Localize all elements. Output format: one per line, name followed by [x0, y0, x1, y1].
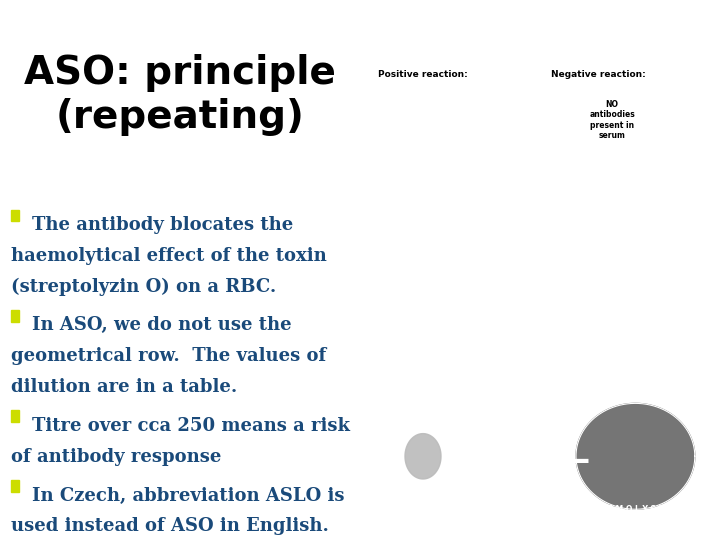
Text: −: − [561, 445, 591, 478]
Text: Titre over cca 250 means a risk: Titre over cca 250 means a risk [32, 417, 351, 435]
Text: +: + [501, 445, 532, 478]
Text: geometrical row.  The values of: geometrical row. The values of [11, 347, 326, 365]
Text: (streptolyzin O) on a RBC.: (streptolyzin O) on a RBC. [11, 278, 276, 296]
Text: of antibody response: of antibody response [11, 448, 221, 465]
Bar [11, 310, 19, 322]
Text: In Czech, abbreviation ASLO is: In Czech, abbreviation ASLO is [32, 487, 345, 504]
Bar [11, 410, 19, 422]
Bar [11, 210, 19, 221]
Polygon shape [405, 434, 441, 479]
Text: The antibody blocates the: The antibody blocates the [32, 216, 294, 234]
Text: Positive reaction:: Positive reaction: [378, 70, 468, 79]
Text: Anti Streptolysine  O: Anti Streptolysine O [486, 51, 594, 62]
Text: ASO: principle
(repeating): ASO: principle (repeating) [24, 54, 336, 136]
Text: N O   H A E M O L Y S I S: N O H A E M O L Y S I S [374, 505, 476, 514]
Text: haemolytical effect of the toxin: haemolytical effect of the toxin [11, 247, 327, 265]
Polygon shape [576, 403, 695, 509]
Text: In ASO, we do not use the: In ASO, we do not use the [32, 316, 292, 334]
Text: Antistrepto-
lysine O: Antistrepto- lysine O [457, 111, 499, 124]
Text: Streptolysin O: Streptolysin O [547, 132, 597, 138]
Text: R B C: R B C [442, 251, 465, 260]
Text: Negative reaction:: Negative reaction: [551, 70, 646, 79]
Text: Streptolysin O: Streptolysin O [367, 132, 417, 138]
Text: R B C: R B C [611, 246, 634, 255]
Text: dilution are in a table.: dilution are in a table. [11, 378, 237, 396]
Bar [11, 480, 19, 492]
Text: H A E M O L Y S I S: H A E M O L Y S I S [590, 505, 670, 514]
Text: NO
antibodies
present in
serum: NO antibodies present in serum [589, 100, 635, 140]
Text: Detection of ASO: Detection of ASO [439, 22, 641, 42]
Text: used instead of ASO in English.: used instead of ASO in English. [11, 517, 328, 535]
